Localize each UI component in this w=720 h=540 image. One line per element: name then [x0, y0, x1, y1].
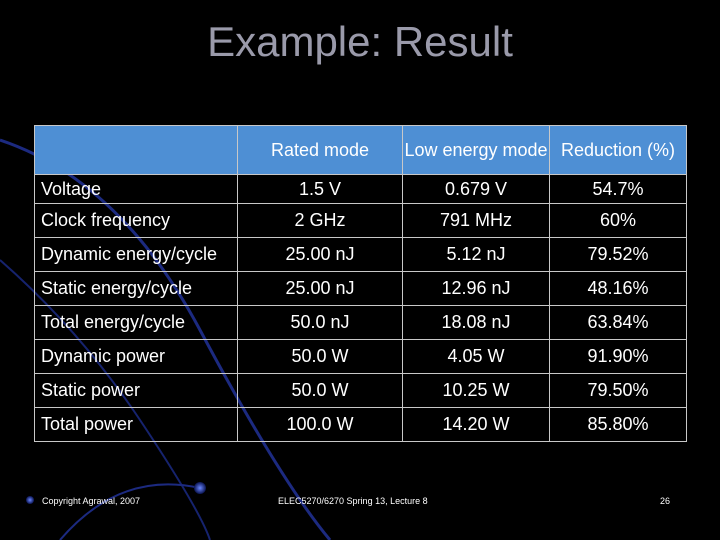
reduction-value: 79.52% [549, 237, 687, 272]
low-energy-value: 5.12 nJ [402, 237, 550, 272]
rated-value: 50.0 nJ [237, 305, 403, 340]
low-energy-value: 14.20 W [402, 407, 550, 442]
table-row: Clock frequency 2 GHz 791 MHz 60% [34, 203, 687, 238]
low-energy-value: 12.96 nJ [402, 271, 550, 306]
rated-value: 25.00 nJ [237, 237, 403, 272]
reduction-value: 54.7% [549, 174, 687, 204]
rated-value: 50.0 W [237, 339, 403, 374]
table-row: Static power 50.0 W 10.25 W 79.50% [34, 373, 687, 408]
row-label: Static energy/cycle [34, 271, 238, 306]
decorative-orb [194, 482, 206, 494]
rated-value: 100.0 W [237, 407, 403, 442]
reduction-value: 91.90% [549, 339, 687, 374]
page-number: 26 [660, 496, 671, 506]
reduction-value: 85.80% [549, 407, 687, 442]
reduction-value: 48.16% [549, 271, 687, 306]
rated-value: 25.00 nJ [237, 271, 403, 306]
low-energy-value: 4.05 W [402, 339, 550, 374]
low-energy-value: 18.08 nJ [402, 305, 550, 340]
slide-title: Example: Result [207, 18, 513, 65]
results-table: Rated mode Low energy mode Reduction (%)… [34, 125, 687, 442]
footer-course: ELEC5270/6270 Spring 13, Lecture 8 [278, 496, 428, 506]
header-corner-cell [34, 125, 238, 175]
reduction-value: 60% [549, 203, 687, 238]
reduction-value: 79.50% [549, 373, 687, 408]
table-row: Total energy/cycle 50.0 nJ 18.08 nJ 63.8… [34, 305, 687, 340]
header-rated-mode: Rated mode [237, 125, 403, 175]
row-label: Dynamic energy/cycle [34, 237, 238, 272]
header-reduction: Reduction (%) [549, 125, 687, 175]
decorative-curve [59, 483, 201, 540]
table-row: Static energy/cycle 25.00 nJ 12.96 nJ 48… [34, 271, 687, 306]
table-header-row: Rated mode Low energy mode Reduction (%) [34, 125, 687, 175]
rated-value: 50.0 W [237, 373, 403, 408]
table-row: Dynamic energy/cycle 25.00 nJ 5.12 nJ 79… [34, 237, 687, 272]
row-label: Clock frequency [34, 203, 238, 238]
row-label: Voltage [34, 174, 238, 204]
row-label: Dynamic power [34, 339, 238, 374]
rated-value: 2 GHz [237, 203, 403, 238]
low-energy-value: 0.679 V [402, 174, 550, 204]
row-label: Total energy/cycle [34, 305, 238, 340]
low-energy-value: 791 MHz [402, 203, 550, 238]
table-row: Dynamic power 50.0 W 4.05 W 91.90% [34, 339, 687, 374]
footer-copyright: Copyright Agrawal, 2007 [42, 496, 141, 506]
decorative-orb [26, 496, 34, 504]
row-label: Static power [34, 373, 238, 408]
low-energy-value: 10.25 W [402, 373, 550, 408]
rated-value: 1.5 V [237, 174, 403, 204]
table-row: Total power 100.0 W 14.20 W 85.80% [34, 407, 687, 442]
table-row: Voltage 1.5 V 0.679 V 54.7% [34, 174, 687, 204]
reduction-value: 63.84% [549, 305, 687, 340]
header-low-energy-mode: Low energy mode [402, 125, 550, 175]
row-label: Total power [34, 407, 238, 442]
